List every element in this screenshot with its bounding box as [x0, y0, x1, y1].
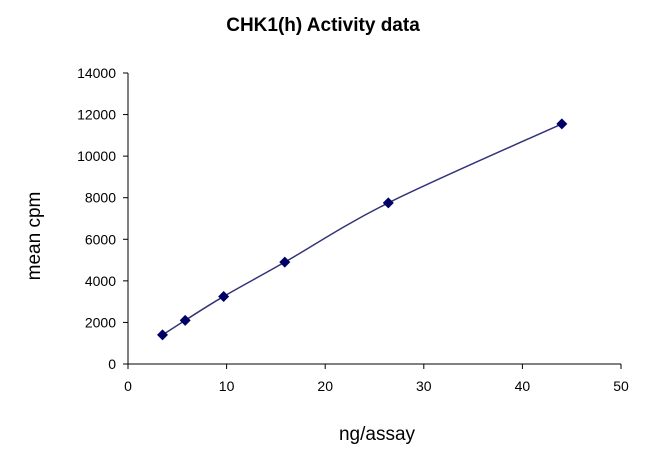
y-tick-label: 14000 [77, 65, 116, 81]
data-point [179, 314, 191, 326]
x-tick-label: 40 [515, 378, 531, 394]
x-tick-label: 0 [124, 378, 132, 394]
axes [127, 73, 621, 365]
y-axis-label: mean cpm [24, 192, 45, 281]
data-point [218, 290, 230, 302]
ticks: 0 2000 4000 6000 8000 10000 12000 14000 0 10 20 30 4… [77, 65, 629, 394]
data-point [157, 329, 169, 341]
y-tick-label: 8000 [85, 190, 116, 206]
y-tick-label: 10000 [77, 148, 116, 164]
y-tick-label: 0 [108, 356, 116, 372]
x-tick-label: 50 [613, 378, 629, 394]
series-line [162, 123, 563, 336]
y-tick-label: 4000 [85, 273, 116, 289]
series [157, 118, 568, 341]
x-tick-label: 20 [317, 378, 333, 394]
chart-title: CHK1(h) Activity data [226, 15, 420, 36]
data-point [556, 118, 568, 130]
y-tick-label: 6000 [85, 231, 116, 247]
x-axis-label: ng/assay [339, 424, 416, 445]
x-tick-label: 10 [219, 378, 235, 394]
y-tick-label: 12000 [77, 107, 116, 123]
x-tick-label: 30 [416, 378, 432, 394]
y-tick-label: 2000 [85, 314, 116, 330]
data-point [382, 197, 394, 209]
data-point [279, 256, 291, 268]
